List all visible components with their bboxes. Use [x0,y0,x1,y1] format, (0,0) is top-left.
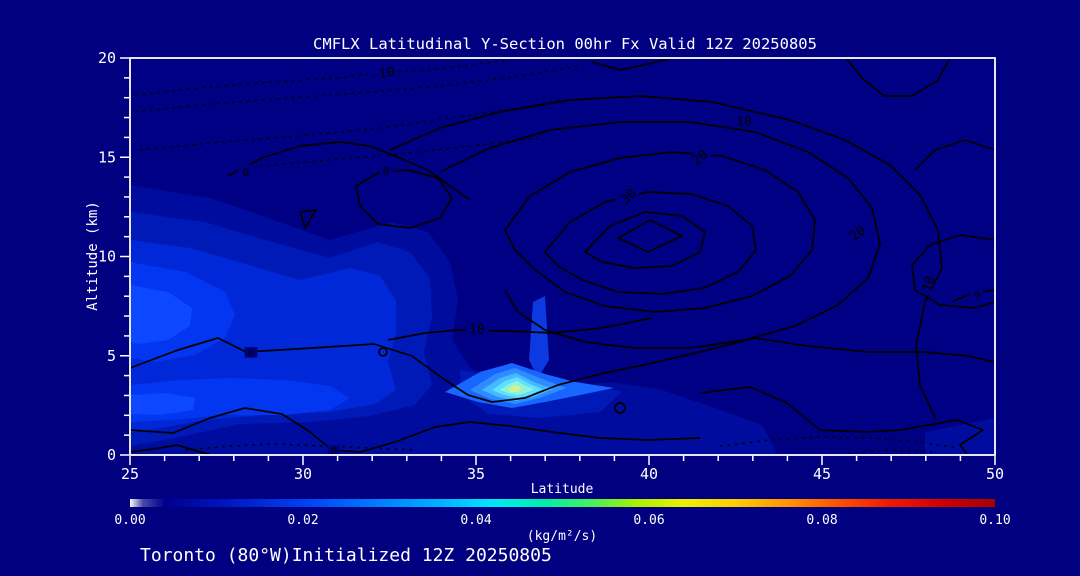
plot-frame [129,57,996,456]
contour-label: 10 [918,271,939,296]
svg-text:10: 10 [736,114,753,130]
y-tick-label: 10 [98,248,116,266]
contour-label: 10 [732,113,756,130]
filled-contour-field [130,185,995,455]
colorbar: 0.00 0.02 0.04 0.06 0.08 0.10 (kg/m²/s) [114,499,1011,544]
y-tick-label: 20 [98,49,116,67]
colorbar-tick-label: 0.00 [114,513,145,528]
y-axis-label: Altitude (km) [85,201,101,311]
y-tick-label: 15 [98,148,116,166]
contour-label: 10 [465,321,489,338]
svg-text:0: 0 [383,165,390,178]
colorbar-tick-label: 0.04 [460,513,491,528]
x-tick-label: 25 [121,465,139,483]
colorbar-tick-label: 0.02 [287,513,318,528]
x-tick-label: 45 [813,465,831,483]
svg-text:0: 0 [331,445,338,458]
x-axis-label: Latitude [531,482,594,497]
svg-text:0: 0 [972,288,983,303]
contour-label: -10 [366,63,399,84]
contour-label: 0 [327,445,341,458]
svg-text:10: 10 [469,323,485,338]
contour-label: 0 [969,287,986,303]
x-tick-label: 35 [467,465,485,483]
x-tick-label: 30 [294,465,312,483]
colorbar-tick-label: 0.06 [633,513,664,528]
y-axis: 0 5 10 15 20 [98,49,129,464]
contour-label: 20 [844,221,870,245]
positive-contour-lines [130,58,995,455]
x-tick-label: 50 [986,465,1004,483]
svg-text:-10: -10 [370,65,396,84]
colorbar-strip [130,499,995,507]
svg-text:20: 20 [847,223,868,244]
y-tick-label: 0 [107,446,116,464]
colorbar-tick-label: 0.10 [979,513,1010,528]
svg-text:0: 0 [241,165,252,179]
colorbar-tick-labels: 0.00 0.02 0.04 0.06 0.08 0.10 [114,513,1010,528]
contour-label: 0 [237,164,254,180]
y-tick-label: 5 [107,347,116,365]
colorbar-units: (kg/m²/s) [527,529,597,544]
svg-text:10: 10 [920,275,939,294]
x-tick-label: 40 [640,465,658,483]
svg-text:0: 0 [248,347,255,360]
negative-contour-lines [134,59,957,454]
colorbar-tick-label: 0.08 [806,513,837,528]
contour-label: 0 [379,165,393,178]
x-axis: 25 30 35 40 45 50 [121,456,1004,483]
chart-title: CMFLX Latitudinal Y-Section 00hr Fx Vali… [313,35,817,53]
footer-note: Toronto (80°W)Initialized 12Z 20250805 [140,545,552,566]
contour-label: 0 [244,347,258,360]
